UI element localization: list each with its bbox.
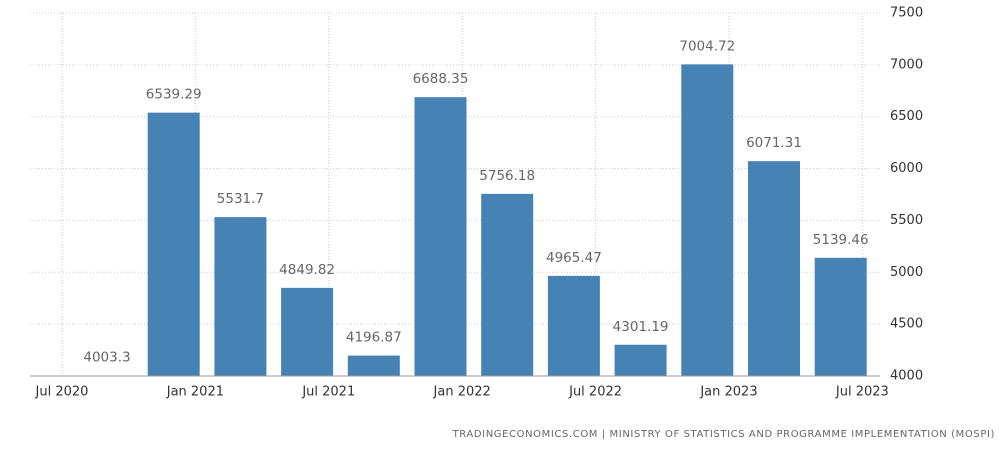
y-tick-label: 6500	[890, 109, 923, 124]
value-label: 5139.46	[813, 232, 869, 248]
value-label: 7004.72	[679, 38, 735, 54]
bar	[348, 356, 400, 376]
value-label: 6539.29	[146, 87, 202, 103]
bar	[415, 97, 467, 376]
value-label: 5756.18	[479, 168, 535, 184]
value-label: 4849.82	[279, 262, 335, 278]
source: TRADINGECONOMICS.COM | MINISTRY OF STATI…	[452, 429, 995, 440]
x-tick-label: Jul 2021	[301, 385, 355, 400]
y-tick-label: 4000	[890, 369, 923, 384]
value-label: 4965.47	[546, 250, 602, 266]
value-label: 4003.3	[83, 350, 130, 366]
bar	[681, 64, 733, 376]
bar	[815, 258, 867, 376]
x-tick-label: Jul 2020	[35, 385, 89, 400]
x-tick-label: Jul 2023	[835, 385, 889, 400]
y-tick-label: 7000	[890, 57, 923, 72]
bar	[548, 276, 600, 376]
y-tick-label: 7500	[890, 6, 923, 21]
value-label: 5531.7	[217, 191, 264, 207]
bar	[481, 194, 533, 376]
value-label: 4196.87	[346, 330, 402, 346]
y-tick-label: 5500	[890, 213, 923, 228]
value-label: 6071.31	[746, 135, 802, 151]
bar	[281, 288, 333, 376]
bar	[748, 161, 800, 376]
bar	[148, 113, 200, 376]
x-tick-label: Jan 2021	[166, 385, 224, 400]
x-tick-label: Jan 2022	[433, 385, 491, 400]
x-tick-label: Jul 2022	[568, 385, 622, 400]
value-label: 4301.19	[613, 319, 669, 335]
bar	[214, 217, 266, 376]
y-tick-label: 4500	[890, 317, 923, 332]
bar	[615, 345, 667, 376]
y-tick-label: 6000	[890, 161, 923, 176]
x-tick-label: Jan 2023	[699, 385, 757, 400]
value-label: 6688.35	[413, 71, 469, 87]
y-tick-label: 5000	[890, 265, 923, 280]
